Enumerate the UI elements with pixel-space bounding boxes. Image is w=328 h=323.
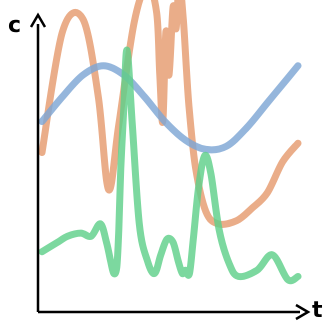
y-axis-label: c bbox=[8, 13, 21, 38]
axes bbox=[29, 12, 311, 321]
series-line-blue bbox=[38, 62, 302, 154]
y-axis-arrow-icon bbox=[29, 12, 47, 28]
series-line-orange bbox=[38, 0, 302, 228]
x-axis-label: t bbox=[312, 298, 323, 323]
series-line-green bbox=[38, 46, 302, 285]
x-axis-arrow-icon bbox=[295, 303, 311, 321]
